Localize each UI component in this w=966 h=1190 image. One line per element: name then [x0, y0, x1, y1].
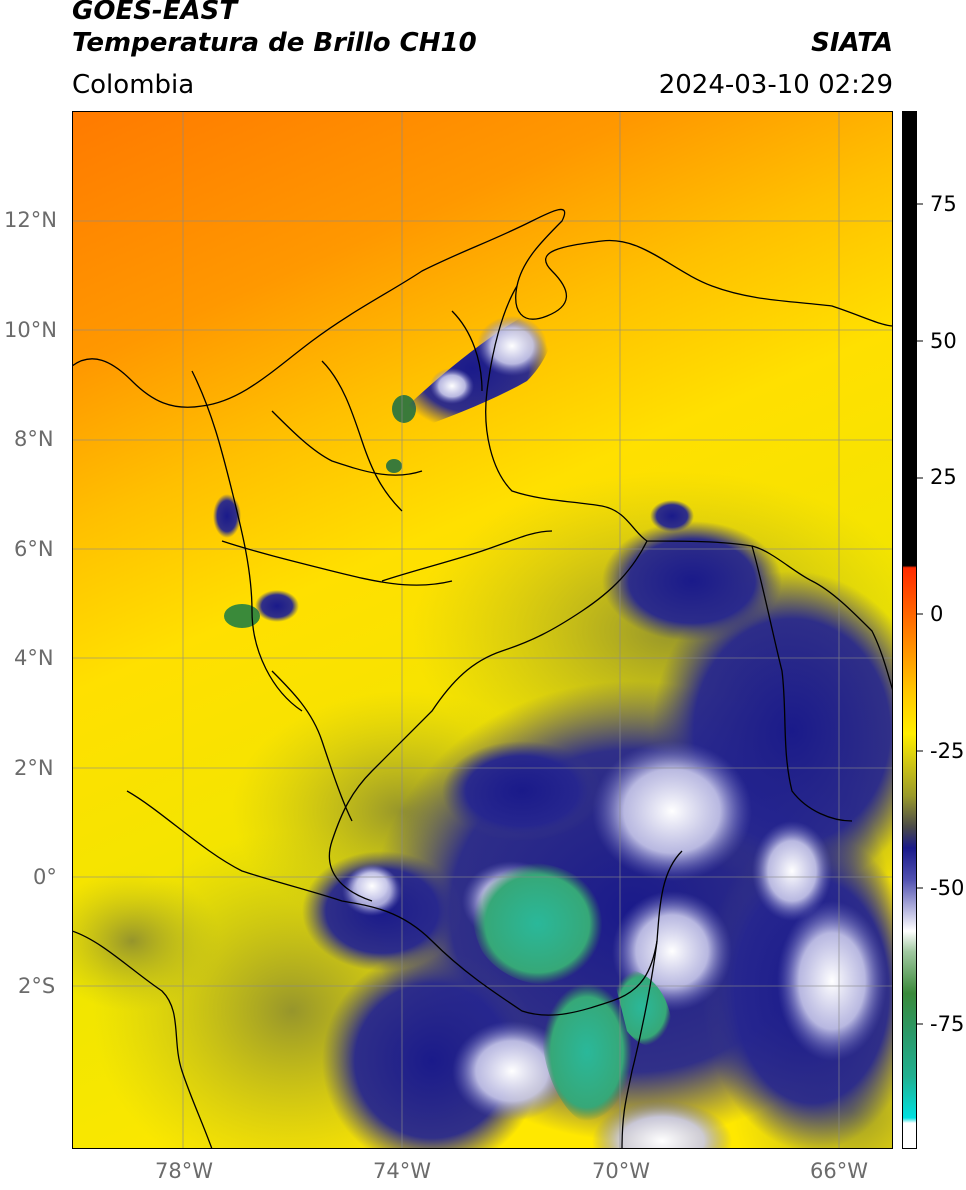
cold-cloud-tops [342, 741, 887, 1149]
title-line-1: GOES-EAST [72, 0, 238, 26]
lon-tick-66w: 66°W [810, 1159, 868, 1183]
colorbar-label-neg75: -75 [930, 1012, 965, 1036]
colorbar-label-0: 0 [930, 602, 944, 626]
datetime-label: 2024-03-10 02:29 [658, 70, 893, 100]
lat-tick-6n: 6°N [14, 537, 54, 561]
lon-tick-78w: 78°W [155, 1159, 213, 1183]
lat-tick-2n: 2°N [14, 756, 54, 780]
colorbar-label-25: 25 [930, 465, 957, 489]
lat-tick-8n: 8°N [14, 427, 54, 451]
lon-tick-74w: 74°W [373, 1159, 431, 1183]
lat-tick-2s: 2°S [18, 974, 56, 998]
colorbar-label-75: 75 [930, 192, 957, 216]
lat-tick-4n: 4°N [14, 646, 54, 670]
colorbar-ticks [917, 203, 923, 1025]
region-label: Colombia [72, 70, 195, 100]
colorbar-label-50: 50 [930, 329, 957, 353]
lat-tick-12n: 12°N [4, 208, 57, 232]
colorbar-label-neg50: -50 [930, 876, 965, 900]
lat-tick-10n: 10°N [4, 318, 57, 342]
organization-label: SIATA [811, 28, 893, 58]
colorbar [902, 111, 917, 1149]
very-cold-tops-teal [224, 395, 672, 1121]
country-borders [72, 208, 893, 1149]
lat-tick-0: 0° [33, 865, 57, 889]
colorbar-label-neg25: -25 [930, 739, 965, 763]
title-line-2: Temperatura de Brillo CH10 [72, 28, 477, 58]
colorbar-gradient [902, 111, 917, 1149]
satellite-map [72, 111, 893, 1149]
convective-band-north [213, 306, 694, 908]
lon-tick-70w: 70°W [592, 1159, 650, 1183]
